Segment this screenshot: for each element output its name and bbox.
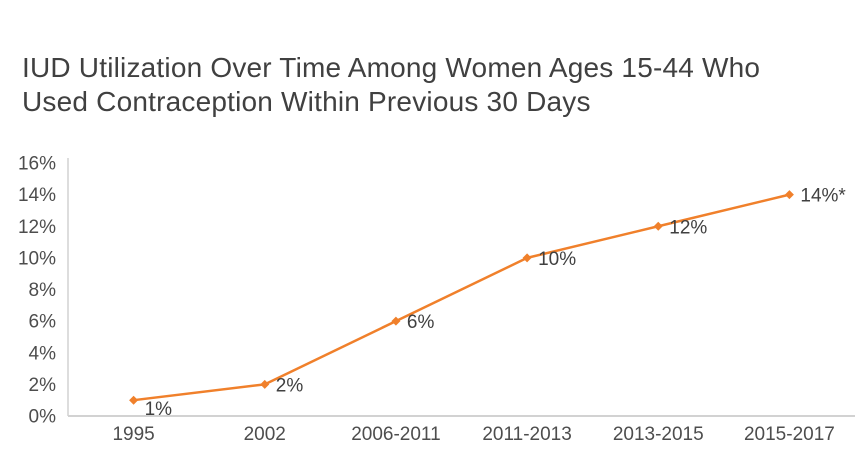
y-tick-label: 6% <box>29 312 57 333</box>
data-point-label: 10% <box>538 249 576 270</box>
chart-title-line-2: Used Contraception Within Previous 30 Da… <box>22 86 591 117</box>
y-tick-label: 10% <box>18 248 56 269</box>
y-tick-label: 14% <box>18 185 56 206</box>
data-point-marker <box>522 253 532 263</box>
y-tick-label: 4% <box>29 343 57 364</box>
x-axis-label: 2006-2011 <box>351 424 440 445</box>
x-axis-label: 2013-2015 <box>613 424 704 445</box>
x-axis-label: 2011-2013 <box>482 424 571 445</box>
data-point-label: 14%* <box>800 186 846 207</box>
data-point-marker <box>129 395 139 405</box>
y-tick-label: 16% <box>18 154 56 175</box>
data-point-label: 12% <box>669 217 707 238</box>
data-point-label: 1% <box>145 399 173 420</box>
chart-title-line-1: IUD Utilization Over Time Among Women Ag… <box>22 52 761 83</box>
data-point-marker <box>391 316 401 326</box>
data-point-marker <box>260 379 270 389</box>
x-axis-label: 2015-2017 <box>744 424 835 445</box>
y-tick-label: 2% <box>29 375 57 396</box>
x-axis-label: 1995 <box>112 424 154 445</box>
data-point-label: 2% <box>276 375 304 396</box>
chart-title: IUD Utilization Over Time Among Women Ag… <box>22 51 822 119</box>
y-tick-label: 0% <box>29 407 57 428</box>
y-tick-label: 8% <box>29 280 57 301</box>
data-point-marker <box>653 221 663 231</box>
data-point-label: 6% <box>407 312 435 333</box>
x-axis-label: 2002 <box>244 424 286 445</box>
series-line <box>132 193 791 402</box>
y-tick-label: 12% <box>18 217 56 238</box>
data-point-marker <box>784 190 794 200</box>
